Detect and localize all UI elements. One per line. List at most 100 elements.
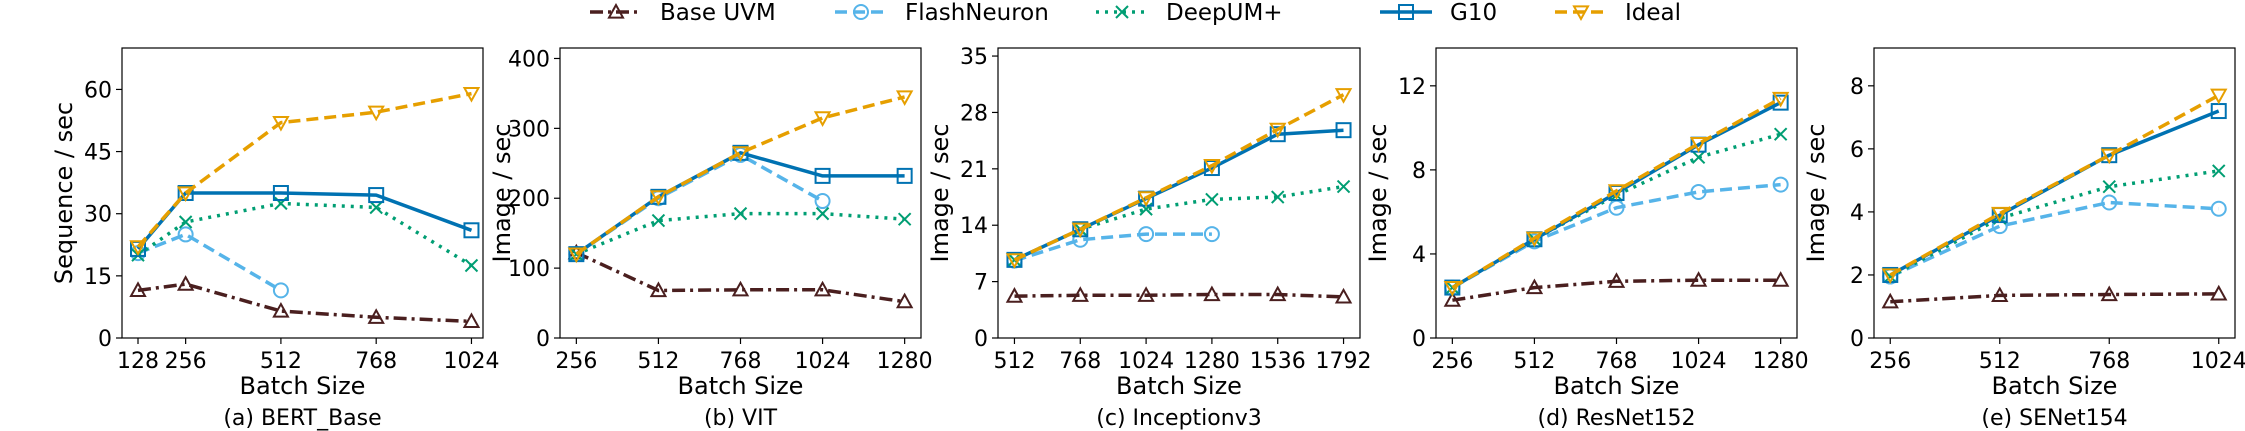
series-ideal [567,90,914,264]
series-flashneuron [1882,194,2227,285]
data-point [2102,179,2116,194]
data-point [367,105,385,122]
data-point [129,281,147,297]
data-point [895,292,914,309]
data-point [177,226,194,243]
data-point [1071,222,1089,239]
data-point [1689,271,1708,287]
panel-caption: (d) ResNet152 [1537,406,1695,431]
data-point [176,186,195,203]
data-point [1691,150,1706,164]
x-tick-label: 1024 [795,349,851,374]
x-axis-label: Batch Size [678,372,804,400]
y-tick-label: 60 [84,78,112,103]
x-tick-label: 768 [355,349,397,374]
y-tick-label: 6 [1850,138,1864,163]
panel-e-senet154: 0 2 4 6 8 256 512 768 1024 Batch Size (e) SENet154… [1802,47,2245,431]
legend-item-base-uvm: Base UVM [590,0,776,26]
data-point [176,275,195,291]
data-point [815,206,830,221]
data-point [1072,231,1089,248]
x-tick-label: 512 [993,349,1035,374]
series-line [1014,292,1344,299]
data-point [651,213,666,228]
data-point [2210,200,2227,217]
y-axis-label: Sequence / sec [50,102,78,284]
data-point [272,185,289,201]
data-point [1138,226,1155,243]
x-tick-label: 1024 [2191,349,2245,374]
data-point [129,240,147,256]
x-tick-label: 256 [1431,349,1473,374]
data-point [369,200,383,215]
panel-caption: (e) SENet154 [1981,406,2127,431]
series-line [1452,278,1781,302]
data-point [649,190,668,206]
y-axis-label: Image / sec [488,124,516,263]
legend-x-marker [1115,5,1129,19]
legend-label: DeepUM+ [1166,0,1283,26]
series-base-uvm [1005,285,1353,304]
legend-label: FlashNeuron [905,0,1049,26]
series-base-uvm [1881,284,2228,309]
data-point [731,146,750,162]
y-tick-label: 35 [960,45,988,70]
legend-label: G10 [1450,0,1497,26]
y-tick-label: 0 [1412,327,1426,352]
data-point [896,167,913,184]
data-point [1525,278,1544,295]
series-g10 [1882,103,2227,283]
data-point [1881,268,1899,285]
data-point [567,247,586,264]
data-point [368,187,385,204]
y-tick-label: 30 [84,203,112,228]
legend-label: Base UVM [660,0,776,26]
y-tick-label: 45 [84,141,112,166]
data-point [649,281,668,298]
x-tick-label: 1024 [443,349,499,374]
legend-item-deepum: DeepUM+ [1096,0,1283,26]
series-line [575,211,905,256]
series-deepum [1007,179,1351,267]
y-tick-label: 400 [508,47,550,72]
data-point [1137,191,1155,207]
x-tick-label: 1280 [1184,349,1240,374]
data-point [1334,88,1353,104]
data-point [463,222,480,239]
series-base-uvm [1443,271,1790,307]
data-point [272,282,289,299]
x-tick-label: 1792 [1316,349,1372,374]
data-point [1335,122,1352,139]
series-line [575,151,905,256]
series-line [575,95,906,256]
y-tick-label: 300 [508,117,550,142]
x-tick-label: 256 [1869,349,1911,374]
y-tick-label: 4 [1850,201,1864,226]
x-tick-label: 1280 [877,349,933,374]
series-line [1889,200,2219,279]
legend-item-g10: G10 [1380,0,1497,26]
x-tick-label: 768 [1059,349,1101,374]
x-axis-label: Batch Size [1116,372,1242,400]
y-tick-label: 2 [1850,264,1864,289]
data-point [1203,159,1221,175]
x-tick-label: 768 [2088,349,2130,374]
series-line [1890,292,2219,304]
x-tick-label: 768 [720,349,762,374]
y-tick-label: 8 [1412,159,1426,184]
y-tick-label: 12 [1398,75,1426,100]
data-point [1005,287,1024,303]
data-point [1269,126,1286,143]
y-tick-label: 15 [84,265,112,290]
series-base-uvm [129,275,481,329]
data-point [813,111,832,127]
x-tick-label: 768 [1596,349,1638,374]
data-point [272,115,290,132]
data-point [1007,253,1022,267]
data-point [462,86,481,103]
data-point [462,312,481,329]
series-line [137,282,472,324]
data-point [2210,103,2227,120]
data-point [1443,280,1462,297]
